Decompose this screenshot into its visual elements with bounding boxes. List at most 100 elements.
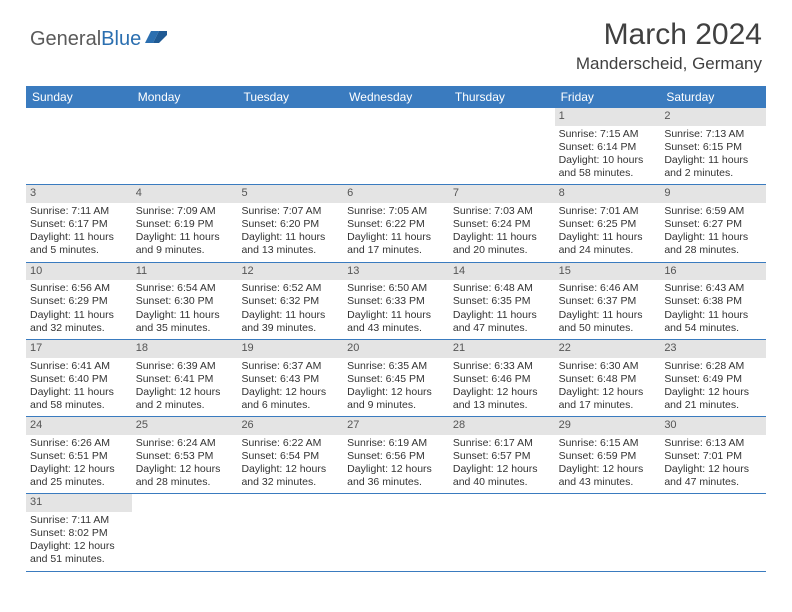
location-label: Manderscheid, Germany (576, 54, 762, 74)
calendar-cell: 15Sunrise: 6:46 AMSunset: 6:37 PMDayligh… (555, 263, 661, 339)
day-body: Sunrise: 6:59 AMSunset: 6:27 PMDaylight:… (660, 203, 766, 262)
day-number: 27 (343, 417, 449, 435)
sunrise-line: Sunrise: 7:13 AM (664, 128, 762, 141)
logo-flag-icon (145, 29, 167, 50)
calendar-cell: 16Sunrise: 6:43 AMSunset: 6:38 PMDayligh… (660, 263, 766, 339)
day-body: Sunrise: 6:43 AMSunset: 6:38 PMDaylight:… (660, 280, 766, 339)
calendar-cell-empty (26, 108, 132, 184)
daylight-line: Daylight: 11 hours and 58 minutes. (30, 386, 128, 412)
sunrise-line: Sunrise: 6:50 AM (347, 282, 445, 295)
day-number: 22 (555, 340, 661, 358)
day-body: Sunrise: 7:09 AMSunset: 6:19 PMDaylight:… (132, 203, 238, 262)
sunrise-line: Sunrise: 6:39 AM (136, 360, 234, 373)
calendar-cell-empty (237, 108, 343, 184)
daylight-line: Daylight: 11 hours and 54 minutes. (664, 309, 762, 335)
daylight-line: Daylight: 12 hours and 47 minutes. (664, 463, 762, 489)
day-number: 16 (660, 263, 766, 281)
day-body: Sunrise: 6:28 AMSunset: 6:49 PMDaylight:… (660, 358, 766, 417)
sunset-line: Sunset: 6:41 PM (136, 373, 234, 386)
sunset-line: Sunset: 6:35 PM (453, 295, 551, 308)
day-number: 29 (555, 417, 661, 435)
day-number: 9 (660, 185, 766, 203)
calendar-row: 3Sunrise: 7:11 AMSunset: 6:17 PMDaylight… (26, 185, 766, 262)
day-body: Sunrise: 6:15 AMSunset: 6:59 PMDaylight:… (555, 435, 661, 494)
sunrise-line: Sunrise: 7:05 AM (347, 205, 445, 218)
sunrise-line: Sunrise: 7:11 AM (30, 205, 128, 218)
day-body: Sunrise: 6:19 AMSunset: 6:56 PMDaylight:… (343, 435, 449, 494)
day-number: 20 (343, 340, 449, 358)
daylight-line: Daylight: 11 hours and 32 minutes. (30, 309, 128, 335)
daylight-line: Daylight: 11 hours and 24 minutes. (559, 231, 657, 257)
day-number: 14 (449, 263, 555, 281)
daylight-line: Daylight: 12 hours and 17 minutes. (559, 386, 657, 412)
sunset-line: Sunset: 7:01 PM (664, 450, 762, 463)
sunrise-line: Sunrise: 6:33 AM (453, 360, 551, 373)
calendar-cell: 5Sunrise: 7:07 AMSunset: 6:20 PMDaylight… (237, 185, 343, 261)
sunrise-line: Sunrise: 6:37 AM (241, 360, 339, 373)
day-header: Sunday (26, 86, 132, 108)
day-number: 1 (555, 108, 661, 126)
logo-text-blue: Blue (101, 28, 141, 51)
calendar-row: 17Sunrise: 6:41 AMSunset: 6:40 PMDayligh… (26, 340, 766, 417)
calendar-cell: 31Sunrise: 7:11 AMSunset: 8:02 PMDayligh… (26, 494, 132, 570)
calendar-cell: 14Sunrise: 6:48 AMSunset: 6:35 PMDayligh… (449, 263, 555, 339)
sunrise-line: Sunrise: 6:22 AM (241, 437, 339, 450)
sunset-line: Sunset: 8:02 PM (30, 527, 128, 540)
sunrise-line: Sunrise: 6:26 AM (30, 437, 128, 450)
daylight-line: Daylight: 12 hours and 51 minutes. (30, 540, 128, 566)
day-body: Sunrise: 7:11 AMSunset: 8:02 PMDaylight:… (26, 512, 132, 571)
daylight-line: Daylight: 11 hours and 13 minutes. (241, 231, 339, 257)
daylight-line: Daylight: 11 hours and 39 minutes. (241, 309, 339, 335)
day-header: Thursday (449, 86, 555, 108)
day-header: Wednesday (343, 86, 449, 108)
calendar-cell: 29Sunrise: 6:15 AMSunset: 6:59 PMDayligh… (555, 417, 661, 493)
daylight-line: Daylight: 11 hours and 28 minutes. (664, 231, 762, 257)
calendar-header-row: SundayMondayTuesdayWednesdayThursdayFrid… (26, 86, 766, 108)
calendar-cell-empty (343, 108, 449, 184)
daylight-line: Daylight: 12 hours and 25 minutes. (30, 463, 128, 489)
sunset-line: Sunset: 6:25 PM (559, 218, 657, 231)
day-body: Sunrise: 7:13 AMSunset: 6:15 PMDaylight:… (660, 126, 766, 185)
sunrise-line: Sunrise: 7:09 AM (136, 205, 234, 218)
calendar-cell: 20Sunrise: 6:35 AMSunset: 6:45 PMDayligh… (343, 340, 449, 416)
day-body: Sunrise: 7:03 AMSunset: 6:24 PMDaylight:… (449, 203, 555, 262)
daylight-line: Daylight: 12 hours and 13 minutes. (453, 386, 551, 412)
daylight-line: Daylight: 12 hours and 6 minutes. (241, 386, 339, 412)
day-header: Tuesday (237, 86, 343, 108)
calendar-cell: 12Sunrise: 6:52 AMSunset: 6:32 PMDayligh… (237, 263, 343, 339)
title-block: March 2024 Manderscheid, Germany (576, 18, 762, 74)
day-number: 15 (555, 263, 661, 281)
sunset-line: Sunset: 6:27 PM (664, 218, 762, 231)
daylight-line: Daylight: 11 hours and 5 minutes. (30, 231, 128, 257)
sunrise-line: Sunrise: 6:17 AM (453, 437, 551, 450)
day-number: 6 (343, 185, 449, 203)
calendar-cell: 13Sunrise: 6:50 AMSunset: 6:33 PMDayligh… (343, 263, 449, 339)
day-number: 13 (343, 263, 449, 281)
calendar-cell: 11Sunrise: 6:54 AMSunset: 6:30 PMDayligh… (132, 263, 238, 339)
day-number: 3 (26, 185, 132, 203)
day-number: 12 (237, 263, 343, 281)
day-body: Sunrise: 6:41 AMSunset: 6:40 PMDaylight:… (26, 358, 132, 417)
sunset-line: Sunset: 6:30 PM (136, 295, 234, 308)
logo: General Blue (30, 28, 167, 51)
sunset-line: Sunset: 6:51 PM (30, 450, 128, 463)
day-body: Sunrise: 7:01 AMSunset: 6:25 PMDaylight:… (555, 203, 661, 262)
daylight-line: Daylight: 12 hours and 40 minutes. (453, 463, 551, 489)
sunrise-line: Sunrise: 6:54 AM (136, 282, 234, 295)
daylight-line: Daylight: 12 hours and 28 minutes. (136, 463, 234, 489)
day-number: 28 (449, 417, 555, 435)
calendar: SundayMondayTuesdayWednesdayThursdayFrid… (26, 86, 766, 572)
day-body: Sunrise: 6:17 AMSunset: 6:57 PMDaylight:… (449, 435, 555, 494)
day-body: Sunrise: 7:07 AMSunset: 6:20 PMDaylight:… (237, 203, 343, 262)
day-number: 23 (660, 340, 766, 358)
sunset-line: Sunset: 6:24 PM (453, 218, 551, 231)
calendar-cell-empty (132, 108, 238, 184)
sunset-line: Sunset: 6:40 PM (30, 373, 128, 386)
sunrise-line: Sunrise: 6:24 AM (136, 437, 234, 450)
daylight-line: Daylight: 12 hours and 32 minutes. (241, 463, 339, 489)
day-body: Sunrise: 6:24 AMSunset: 6:53 PMDaylight:… (132, 435, 238, 494)
day-body: Sunrise: 6:54 AMSunset: 6:30 PMDaylight:… (132, 280, 238, 339)
sunrise-line: Sunrise: 6:43 AM (664, 282, 762, 295)
sunrise-line: Sunrise: 6:59 AM (664, 205, 762, 218)
calendar-cell: 26Sunrise: 6:22 AMSunset: 6:54 PMDayligh… (237, 417, 343, 493)
